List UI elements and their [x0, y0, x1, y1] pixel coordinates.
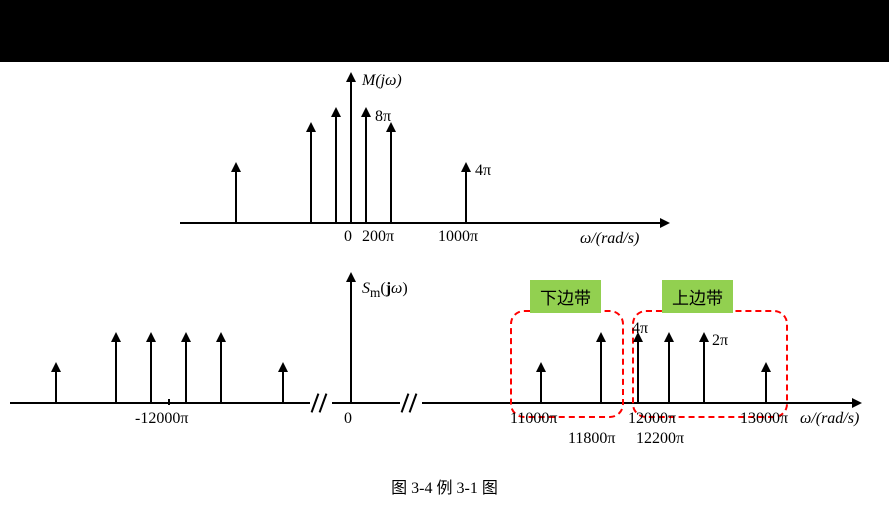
bottom-impulse	[220, 342, 222, 402]
bottom-impulse	[668, 342, 670, 402]
bottom-y-arrow	[346, 272, 356, 282]
bottom-tick-neg12000: -12000π	[135, 410, 188, 428]
bottom-impulse	[703, 342, 705, 402]
bottom-impulse	[115, 342, 117, 402]
top-impulse	[465, 172, 467, 222]
bottom-impulse	[282, 372, 284, 402]
top-impulse	[390, 132, 392, 222]
impulse-label-4pi: 4π	[632, 320, 648, 338]
top-impulse	[365, 117, 367, 222]
top-impulse	[310, 132, 312, 222]
axis-break	[401, 393, 421, 411]
top-y-axis	[350, 82, 352, 222]
top-ylabel: M(jω)	[362, 72, 402, 90]
lower-sideband-label: 下边带	[530, 280, 601, 313]
bottom-impulse	[540, 372, 542, 402]
top-x-axis	[180, 222, 660, 224]
bottom-impulse	[55, 372, 57, 402]
top-impulse-label: 4π	[475, 162, 491, 180]
bottom-impulse	[637, 342, 639, 402]
bottom-impulse	[765, 372, 767, 402]
bottom-tick-0: 0	[344, 410, 352, 428]
bottom-x-arrow	[852, 398, 862, 408]
upper-sideband-label: 上边带	[662, 280, 733, 313]
top-tick-0: 0	[344, 228, 352, 246]
impulse-label-2pi: 2π	[712, 332, 728, 350]
top-y-arrow	[346, 72, 356, 82]
bottom-ylabel: Sm(jω)	[362, 280, 408, 301]
diagram-container: M(jω) 8π 4π 0 200π 1000π ω/(rad/s) Sm(jω…	[0, 62, 889, 515]
bottom-xlabel: ω/(rad/s)	[800, 410, 859, 428]
bottom-impulse	[185, 342, 187, 402]
top-x-arrow	[660, 218, 670, 228]
top-impulse	[335, 117, 337, 222]
top-tick-1000pi: 1000π	[438, 228, 478, 246]
bottom-y-axis	[350, 282, 352, 402]
axis-break	[311, 393, 331, 411]
figure-caption: 图 3-4 例 3-1 图	[0, 474, 889, 498]
bottom-tick-13000: 13000π	[740, 410, 788, 428]
bottom-tick-11800: 11800π	[568, 430, 615, 448]
top-xlabel: ω/(rad/s)	[580, 230, 639, 248]
lower-sideband-box	[510, 310, 624, 418]
bottom-tick-11000: 11000π	[510, 410, 557, 428]
bottom-tick-12200: 12200π	[636, 430, 684, 448]
bottom-impulse	[600, 342, 602, 402]
minor-tick	[168, 399, 170, 405]
top-black-bar	[0, 0, 889, 62]
bottom-impulse	[150, 342, 152, 402]
bottom-tick-12000: 12000π	[628, 410, 676, 428]
top-tick-200pi: 200π	[362, 228, 394, 246]
top-impulse	[235, 172, 237, 222]
